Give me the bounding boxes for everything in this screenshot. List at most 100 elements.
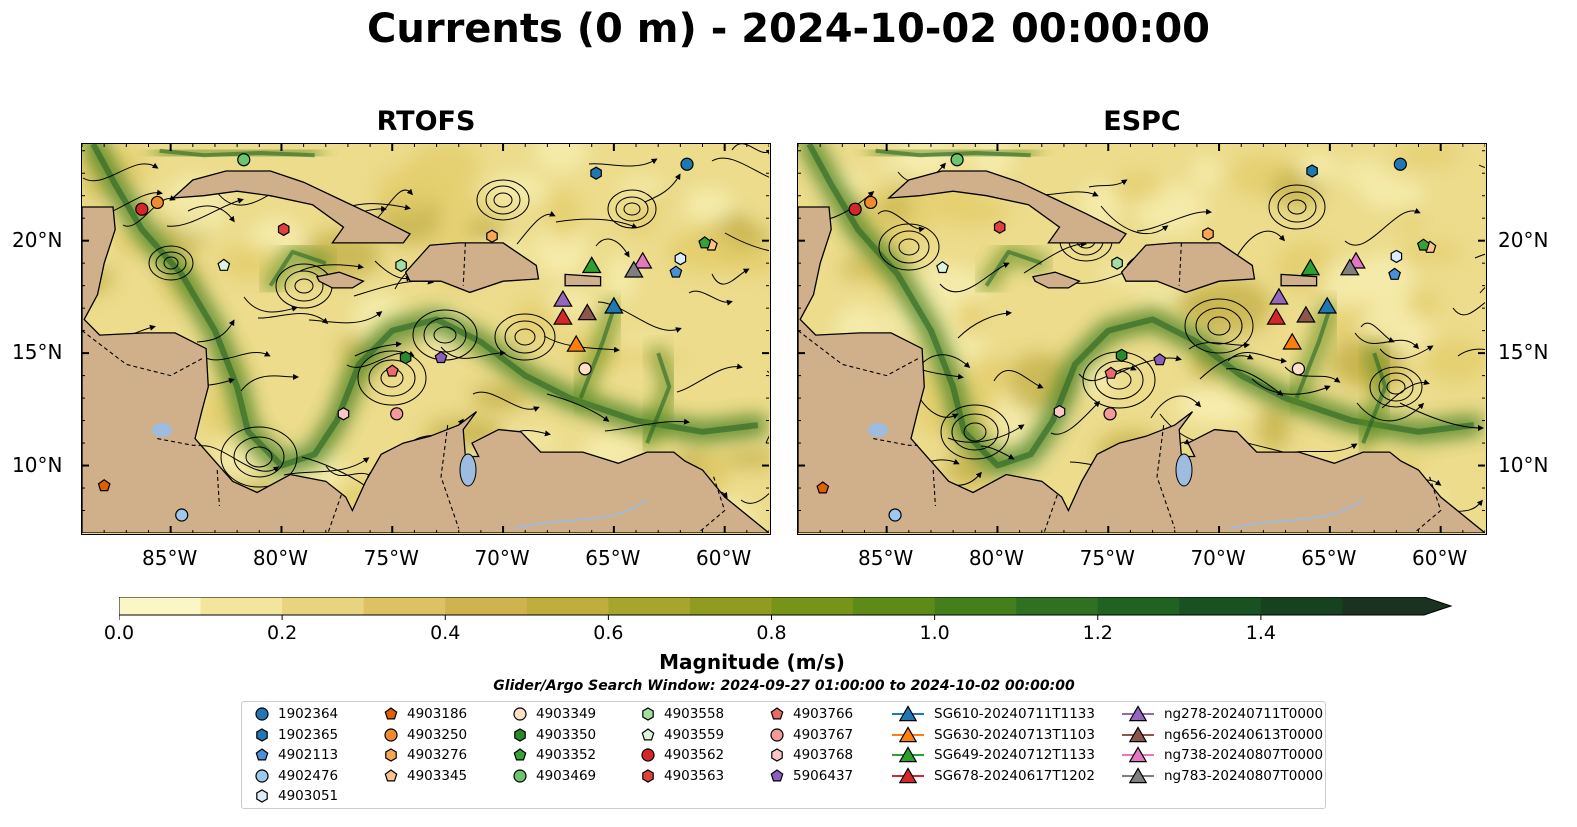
landmass-jamaica xyxy=(315,271,365,289)
platform-marker-1902364 xyxy=(680,157,694,171)
legend-marker-triangle-icon xyxy=(1122,705,1154,722)
lat-tick-right: 15°N xyxy=(1498,340,1549,365)
legend-item: 5906437 xyxy=(769,766,853,786)
legend-label: 4903766 xyxy=(793,706,854,722)
legend-item: 4902476 xyxy=(254,766,338,786)
legend-marker xyxy=(384,707,398,720)
legend-item: 4903276 xyxy=(383,745,467,765)
map-espc[interactable] xyxy=(797,143,1487,535)
legend-marker xyxy=(642,707,654,721)
panel-title-rtofs: RTOFS xyxy=(376,106,476,137)
legend-label: 4902476 xyxy=(278,767,339,784)
lat-tick-left: 10°N xyxy=(12,452,63,477)
legend-label: 4903352 xyxy=(536,747,597,763)
platform-marker-SG649-20240712T1133 xyxy=(581,256,602,274)
legend-marker xyxy=(1128,766,1148,783)
legend-marker-pentagon-icon xyxy=(641,727,655,740)
legend-item: 4903469 xyxy=(512,766,596,786)
platform-marker-4903562 xyxy=(848,202,862,216)
legend-marker-circle-icon xyxy=(641,748,655,762)
colorbar-tick-label: 0.2 xyxy=(267,622,298,644)
platform-marker-4903276 xyxy=(486,229,498,243)
platform-marker-4903767 xyxy=(390,407,404,421)
lat-tick-left: 15°N xyxy=(12,340,63,365)
legend-label: SG678-20240617T1202 xyxy=(934,767,1095,784)
landmass-central xyxy=(82,206,769,533)
colorbar-tick-label: 1.4 xyxy=(1245,622,1276,644)
platform-marker-ng278-20240711T0000 xyxy=(553,289,573,307)
platform-marker-4903350 xyxy=(399,350,412,365)
lat-tick-left: 20°N xyxy=(12,227,63,252)
legend-marker xyxy=(771,748,783,762)
platform-marker-1902364 xyxy=(1393,157,1407,171)
lon-tick: 70°W xyxy=(1190,546,1246,570)
platform-marker-ng656-20240613T0000 xyxy=(1296,305,1316,323)
legend-marker-pentagon-icon xyxy=(384,707,398,720)
lat-tick-right: 20°N xyxy=(1498,227,1549,252)
landmass-puertorico xyxy=(564,273,602,287)
platform-marker-4903469 xyxy=(237,153,251,167)
colorbar-tick-label: 0.6 xyxy=(593,622,624,644)
legend-label: SG649-20240712T1133 xyxy=(934,747,1095,763)
search-window-text: Glider/Argo Search Window: 2024-09-27 01… xyxy=(493,678,1075,694)
legend-item: 1902365 xyxy=(254,725,338,745)
legend-marker-pentagon-icon xyxy=(513,748,527,761)
legend-marker-triangle-icon xyxy=(1122,725,1154,742)
platform-marker-ng783-20240807T0000 xyxy=(1339,258,1360,276)
platform-marker-5906437 xyxy=(1153,353,1167,366)
platform-marker-ng738-20240807T0000 xyxy=(632,251,653,269)
lon-tick: 60°W xyxy=(696,546,752,570)
lon-tick: 80°W xyxy=(252,546,309,570)
landmass-hispaniola xyxy=(404,242,540,294)
legend-label: SG610-20240711T1133 xyxy=(934,706,1095,722)
legend-marker xyxy=(255,707,269,721)
legend-label: 4903767 xyxy=(793,726,854,743)
axis-ticks xyxy=(798,144,1485,533)
platform-marker-4902476 xyxy=(888,508,902,522)
legend-marker-circle-icon xyxy=(513,707,527,721)
map-rtofs[interactable] xyxy=(81,143,771,535)
legend-label: 4903276 xyxy=(407,747,468,763)
legend-item: 4903051 xyxy=(254,786,338,806)
lon-tick: 80°W xyxy=(968,546,1025,570)
platform-marker-SG678-20240617T1202 xyxy=(1266,307,1287,325)
colorbar-segment xyxy=(1179,597,1262,615)
legend-marker-triangle-icon xyxy=(892,746,924,763)
legend-item: ng656-20240613T0000 xyxy=(1120,725,1323,745)
legend-label: ng738-20240807T0000 xyxy=(1164,747,1324,763)
legend-label: 4903349 xyxy=(536,706,597,722)
legend-marker xyxy=(898,725,918,742)
colorbar-segment xyxy=(771,597,854,615)
legend-marker xyxy=(384,768,398,781)
legend-label: 4902113 xyxy=(278,747,339,763)
legend-marker-pentagon-icon xyxy=(770,768,784,781)
platform-marker-SG649-20240712T1133 xyxy=(1300,258,1321,276)
platform-marker-SG610-20240711T1133 xyxy=(604,296,624,314)
platform-marker-4902113 xyxy=(1388,267,1402,280)
legend-marker-circle-icon xyxy=(513,768,527,783)
legend-marker xyxy=(770,768,784,781)
colorbar-tick-label: 0.8 xyxy=(756,622,787,644)
lon-tick: 75°W xyxy=(363,546,419,570)
land xyxy=(82,170,769,533)
colorbar-segment xyxy=(526,597,609,615)
platform-marker-4903186 xyxy=(816,481,830,494)
platform-marker-4903559 xyxy=(936,260,949,274)
platform-marker-4903559 xyxy=(217,258,231,271)
legend-marker-triangle-icon xyxy=(1122,766,1154,783)
legend-label: 1902364 xyxy=(278,706,339,722)
colorbar-segment xyxy=(445,597,528,615)
colorbar-segment xyxy=(282,597,365,615)
platform-marker-4903186 xyxy=(97,479,111,492)
lat-tick-right: 10°N xyxy=(1498,452,1549,477)
colorbar-segment xyxy=(853,597,936,615)
platform-marker-SG630-20240713T1103 xyxy=(566,334,587,352)
axis-ticks xyxy=(82,144,769,533)
platform-marker-4903350 xyxy=(1115,348,1128,363)
legend-marker xyxy=(1128,725,1148,742)
lon-tick: 65°W xyxy=(1301,546,1357,570)
colorbar-tick-label: 1.2 xyxy=(1082,622,1113,644)
platform-marker-4903767 xyxy=(1103,407,1117,421)
legend-marker-circle-icon xyxy=(255,768,269,783)
landmass-cuba xyxy=(887,170,1127,244)
